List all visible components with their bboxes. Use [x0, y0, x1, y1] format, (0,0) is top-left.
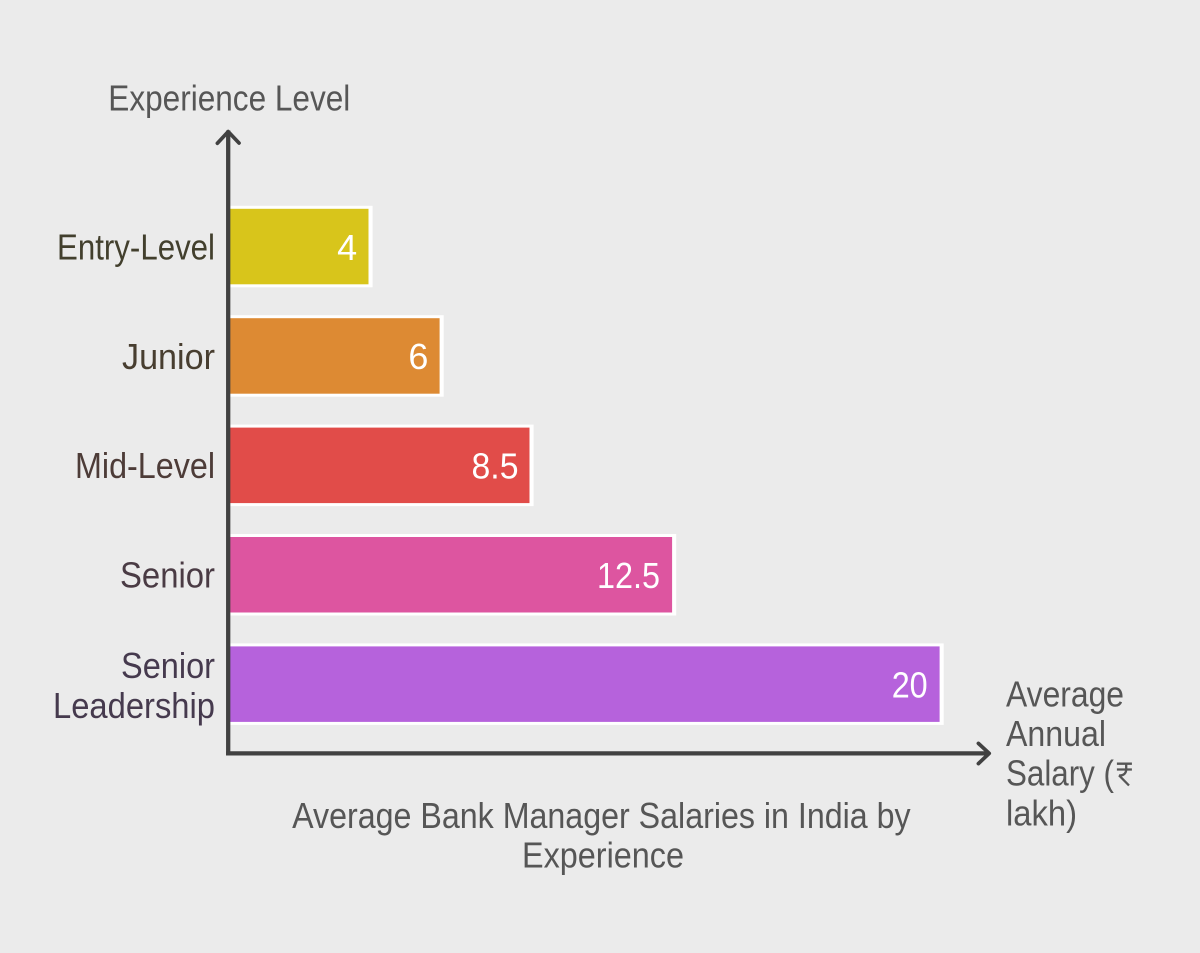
svg-text:Junior: Junior [122, 336, 215, 377]
svg-text:Mid-Level: Mid-Level [75, 445, 215, 486]
svg-text:Salary (: Salary ( [1006, 753, 1114, 794]
svg-text:Experience: Experience [522, 835, 684, 876]
svg-text:Entry-Level: Entry-Level [57, 226, 215, 267]
svg-text:Senior: Senior [120, 555, 215, 596]
svg-text:Experience Level: Experience Level [108, 78, 350, 119]
svg-text:20: 20 [892, 664, 928, 705]
svg-text:8.5: 8.5 [472, 446, 519, 487]
svg-text:Average Bank Manager Salaries: Average Bank Manager Salaries in India b… [292, 795, 911, 836]
svg-text:lakh): lakh) [1006, 792, 1077, 833]
svg-text:6: 6 [408, 336, 428, 377]
svg-text:Senior: Senior [121, 645, 215, 686]
svg-text:Average: Average [1006, 673, 1124, 714]
svg-text:Annual: Annual [1006, 713, 1106, 754]
svg-text:Leadership: Leadership [53, 685, 215, 726]
svg-text:12.5: 12.5 [597, 555, 660, 596]
svg-text:4: 4 [337, 227, 357, 268]
